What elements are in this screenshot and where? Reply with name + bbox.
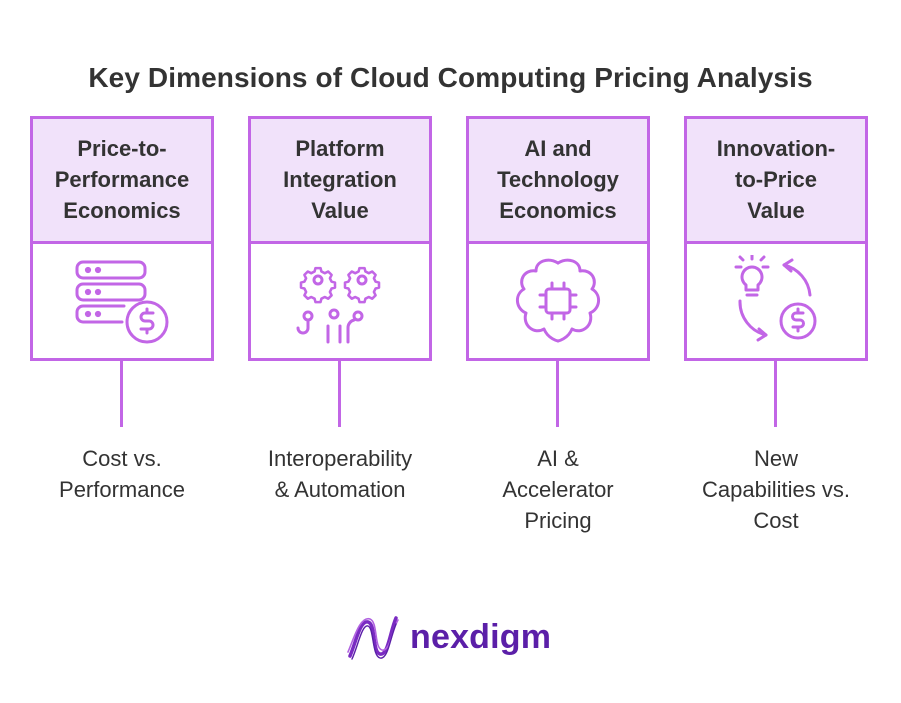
logo-text: nexdigm: [410, 617, 552, 656]
card-platform-integration: Platform Integration Value: [248, 116, 432, 361]
card-heading-line: Economics: [499, 198, 617, 223]
card-ai-technology: AI and Technology Economics: [466, 116, 650, 361]
card-heading-line: Price-to-: [77, 136, 167, 161]
connector-line: [338, 361, 341, 427]
card-caption: Cost vs. Performance: [59, 446, 185, 502]
card-header: Platform Integration Value: [251, 119, 429, 244]
card-heading-line: Value: [747, 198, 805, 223]
connector-line: [774, 361, 777, 427]
card-heading-line: Innovation-: [716, 136, 836, 161]
card-heading-line: Technology: [497, 167, 619, 192]
card-header: Innovation- to-Price Value: [687, 119, 865, 244]
card-heading-line: AI and: [524, 136, 592, 161]
card-caption: Interoperability & Automation: [267, 446, 413, 502]
card-heading-line: Platform: [295, 136, 385, 161]
card-header: Price-to- Performance Economics: [33, 119, 211, 244]
connector-line: [556, 361, 559, 427]
card-heading-line: Performance: [54, 167, 190, 192]
card-heading-line: Integration: [283, 167, 397, 192]
nexdigm-logo: nexdigm: [346, 612, 551, 662]
gears-connectors-icon: [251, 244, 429, 358]
card-price-to-performance: Price-to- Performance Economics: [30, 116, 214, 361]
card-heading-line: to-Price: [735, 167, 817, 192]
lightbulb-cycle-dollar-icon: [687, 244, 865, 358]
nexdigm-wave-logo: [347, 616, 399, 660]
card-heading-line: Value: [311, 198, 369, 223]
server-dollar-icon: [33, 244, 211, 358]
connector-line: [120, 361, 123, 427]
card-caption: AI & Accelerator Pricing: [502, 446, 614, 533]
card-caption: New Capabilities vs. Cost: [702, 446, 850, 533]
card-heading-line: Economics: [63, 198, 181, 223]
page-title: Key Dimensions of Cloud Computing Pricin…: [88, 62, 813, 93]
brain-chip-icon: [469, 244, 647, 358]
card-innovation-to-price: Innovation- to-Price Value: [684, 116, 868, 361]
card-header: AI and Technology Economics: [469, 119, 647, 244]
